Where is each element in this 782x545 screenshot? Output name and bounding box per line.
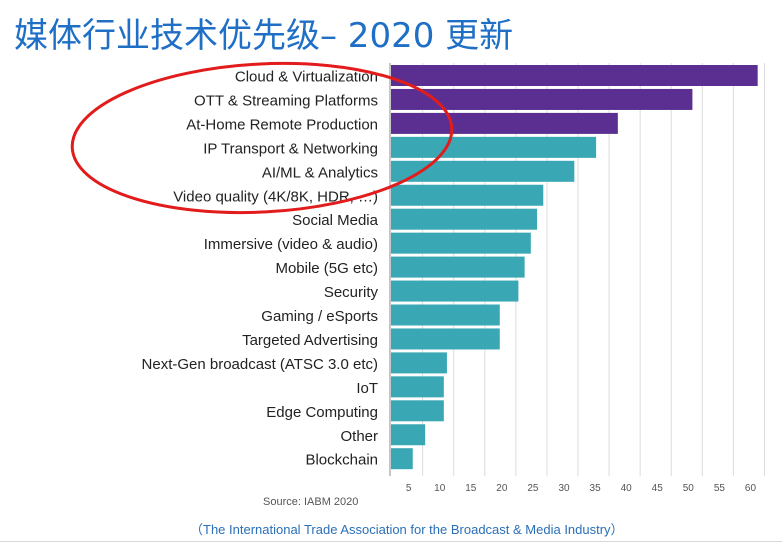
category-label: Immersive (video & audio): [204, 236, 378, 253]
category-label: Security: [324, 284, 379, 301]
bar: [391, 136, 597, 158]
x-tick-label: 25: [527, 483, 539, 494]
highlight-ellipse: [70, 61, 454, 215]
category-label: OTT & Streaming Platforms: [194, 92, 378, 109]
bar: [391, 88, 693, 110]
category-label: Edge Computing: [266, 404, 378, 421]
footnote: （The International Trade Association for…: [190, 522, 624, 537]
x-tick-label: 5: [406, 483, 412, 494]
category-label: IP Transport & Networking: [203, 140, 378, 157]
bottom-divider: [0, 541, 782, 542]
bar: [391, 424, 426, 446]
bar: [391, 280, 519, 302]
x-tick-label: 35: [590, 483, 602, 494]
bar: [391, 256, 525, 278]
bar: [391, 112, 618, 134]
category-label: IoT: [356, 380, 378, 397]
category-label: Next-Gen broadcast (ATSC 3.0 etc): [142, 356, 378, 373]
x-tick-label: 50: [683, 483, 695, 494]
x-tick-label: 60: [745, 483, 757, 494]
x-tick-label: 40: [621, 483, 633, 494]
category-label: Cloud & Virtualization: [235, 69, 378, 86]
bar: [391, 208, 538, 230]
bar: [391, 232, 531, 254]
x-tick-label: 20: [496, 483, 508, 494]
bar: [391, 376, 444, 398]
x-tick-label: 30: [558, 483, 570, 494]
bar: [391, 400, 444, 422]
category-label: Gaming / eSports: [261, 308, 378, 325]
category-label: AI/ML & Analytics: [262, 164, 378, 181]
category-label: Social Media: [292, 212, 379, 229]
bar: [391, 328, 500, 350]
x-tick-label: 15: [465, 483, 477, 494]
bar: [391, 160, 575, 182]
category-label: Targeted Advertising: [242, 332, 378, 349]
category-label: Video quality (4K/8K, HDR, …): [173, 188, 378, 205]
source-note: Source: IABM 2020: [263, 496, 359, 508]
category-label: Blockchain: [305, 452, 378, 469]
bar: [391, 184, 544, 206]
bar: [391, 304, 500, 326]
x-tick-label: 55: [714, 483, 726, 494]
category-label: Mobile (5G etc): [275, 260, 378, 277]
category-label: Other: [340, 428, 378, 445]
bar: [391, 65, 758, 86]
page-title: 媒体行业技术优先级– 2020 更新: [14, 16, 514, 56]
category-label: At-Home Remote Production: [186, 116, 378, 133]
bar: [391, 352, 447, 374]
bar: [391, 448, 413, 470]
x-tick-label: 10: [434, 483, 446, 494]
x-tick-label: 45: [652, 483, 664, 494]
